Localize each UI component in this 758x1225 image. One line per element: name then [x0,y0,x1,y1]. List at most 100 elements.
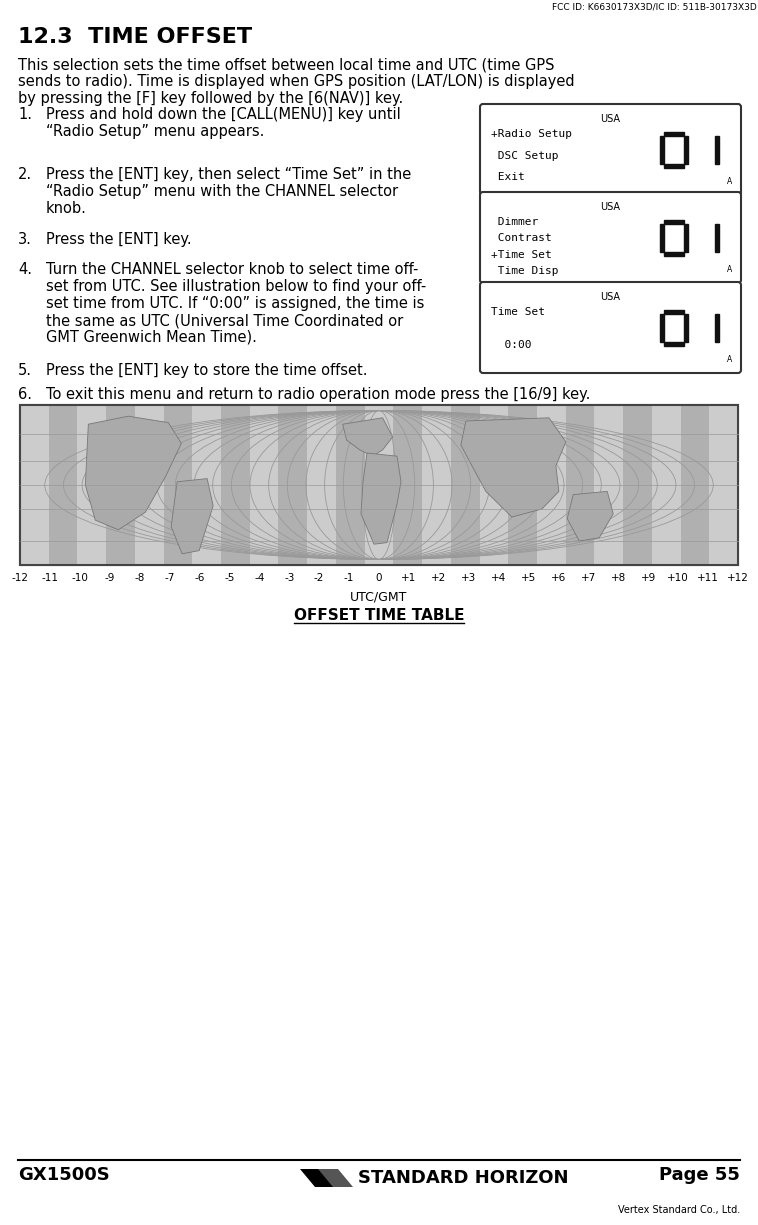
Text: knob.: knob. [46,201,87,216]
Text: +10: +10 [667,573,689,583]
Text: Exit: Exit [491,173,525,183]
Bar [77,405,106,565]
Bar [681,405,709,565]
Text: -1: -1 [344,573,354,583]
Bar [537,405,565,565]
Bar [664,219,684,223]
Bar [664,310,684,314]
Text: -6: -6 [194,573,205,583]
Text: USA: USA [600,292,621,303]
Text: +5: +5 [521,573,536,583]
Text: GX1500S: GX1500S [18,1166,110,1185]
Text: “Radio Setup” menu appears.: “Radio Setup” menu appears. [46,124,265,138]
Bar [660,238,664,251]
Polygon shape [318,1169,353,1187]
Text: Contrast: Contrast [491,233,552,244]
Bar [660,136,664,149]
Text: 3.: 3. [18,232,32,247]
Text: 5.: 5. [18,363,32,379]
Text: +7: +7 [581,573,596,583]
Text: Turn the CHANNEL selector knob to select time off-: Turn the CHANNEL selector knob to select… [46,262,418,277]
Bar [393,405,422,565]
Text: “Radio Setup” menu with the CHANNEL selector: “Radio Setup” menu with the CHANNEL sele… [46,184,398,198]
Text: +6: +6 [551,573,566,583]
Text: by pressing the [F] key followed by the [6(NAV)] key.: by pressing the [F] key followed by the … [18,91,403,107]
Bar [715,149,719,163]
Bar [660,314,664,327]
Text: Press the [ENT] key, then select “Time Set” in the: Press the [ENT] key, then select “Time S… [46,167,412,183]
Bar [106,405,135,565]
Polygon shape [300,1169,337,1187]
Text: DSC Setup: DSC Setup [491,151,559,160]
Text: sends to radio). Time is displayed when GPS position (LAT/LON) is displayed: sends to radio). Time is displayed when … [18,74,575,89]
Bar [365,405,393,565]
Bar [715,238,719,251]
Text: Press the [ENT] key to store the time offset.: Press the [ENT] key to store the time of… [46,363,368,379]
Polygon shape [86,417,181,529]
Text: This selection sets the time offset between local time and UTC (time GPS: This selection sets the time offset betw… [18,58,555,72]
Bar [249,405,278,565]
Bar [451,405,480,565]
Text: -2: -2 [314,573,324,583]
Text: Page 55: Page 55 [659,1166,740,1185]
Text: +9: +9 [641,573,656,583]
Text: 0: 0 [376,573,382,583]
Bar [684,238,688,251]
Text: +3: +3 [461,573,476,583]
Bar [684,136,688,149]
Text: STANDARD HORIZON: STANDARD HORIZON [358,1169,568,1187]
Bar [660,223,664,238]
Text: +4: +4 [491,573,506,583]
Bar [480,405,509,565]
Text: Time Set: Time Set [491,307,545,317]
Bar [715,223,719,238]
Text: -10: -10 [71,573,88,583]
Polygon shape [361,453,401,544]
Text: -7: -7 [164,573,175,583]
Bar [684,149,688,163]
Text: A: A [728,265,733,274]
Bar [709,405,738,565]
Text: -4: -4 [254,573,265,583]
Text: 6.: 6. [18,387,32,402]
Text: -3: -3 [284,573,294,583]
Text: +11: +11 [697,573,719,583]
Text: +12: +12 [727,573,749,583]
Bar [715,136,719,149]
Text: 2.: 2. [18,167,32,183]
Text: +Time Set: +Time Set [491,250,552,260]
Bar [664,251,684,256]
Bar [623,405,652,565]
Text: -9: -9 [105,573,115,583]
Bar [660,327,664,342]
Text: -12: -12 [11,573,29,583]
Bar [664,163,684,168]
Text: Time Disp: Time Disp [491,266,559,276]
Text: +8: +8 [611,573,626,583]
Text: 0:00: 0:00 [491,339,531,349]
Text: Press and hold down the [CALL(MENU)] key until: Press and hold down the [CALL(MENU)] key… [46,107,401,122]
Text: set time from UTC. If “0:00” is assigned, the time is: set time from UTC. If “0:00” is assigned… [46,296,424,311]
Bar [20,405,738,565]
Text: Press the [ENT] key.: Press the [ENT] key. [46,232,192,247]
Text: 1.: 1. [18,107,32,122]
Text: USA: USA [600,114,621,124]
Bar [664,342,684,345]
Text: 12.3  TIME OFFSET: 12.3 TIME OFFSET [18,27,252,47]
Text: Vertex Standard Co., Ltd.: Vertex Standard Co., Ltd. [618,1205,740,1215]
Polygon shape [343,418,393,456]
Bar [20,405,738,565]
Bar [221,405,249,565]
Text: 4.: 4. [18,262,32,277]
Bar [20,405,49,565]
Text: -5: -5 [224,573,235,583]
Bar [565,405,594,565]
Polygon shape [567,491,613,541]
Bar [278,405,307,565]
Text: -11: -11 [42,573,58,583]
FancyBboxPatch shape [480,192,741,283]
Text: +2: +2 [431,573,446,583]
Text: OFFSET TIME TABLE: OFFSET TIME TABLE [294,608,464,624]
Text: Dimmer: Dimmer [491,217,538,227]
Bar [193,405,221,565]
